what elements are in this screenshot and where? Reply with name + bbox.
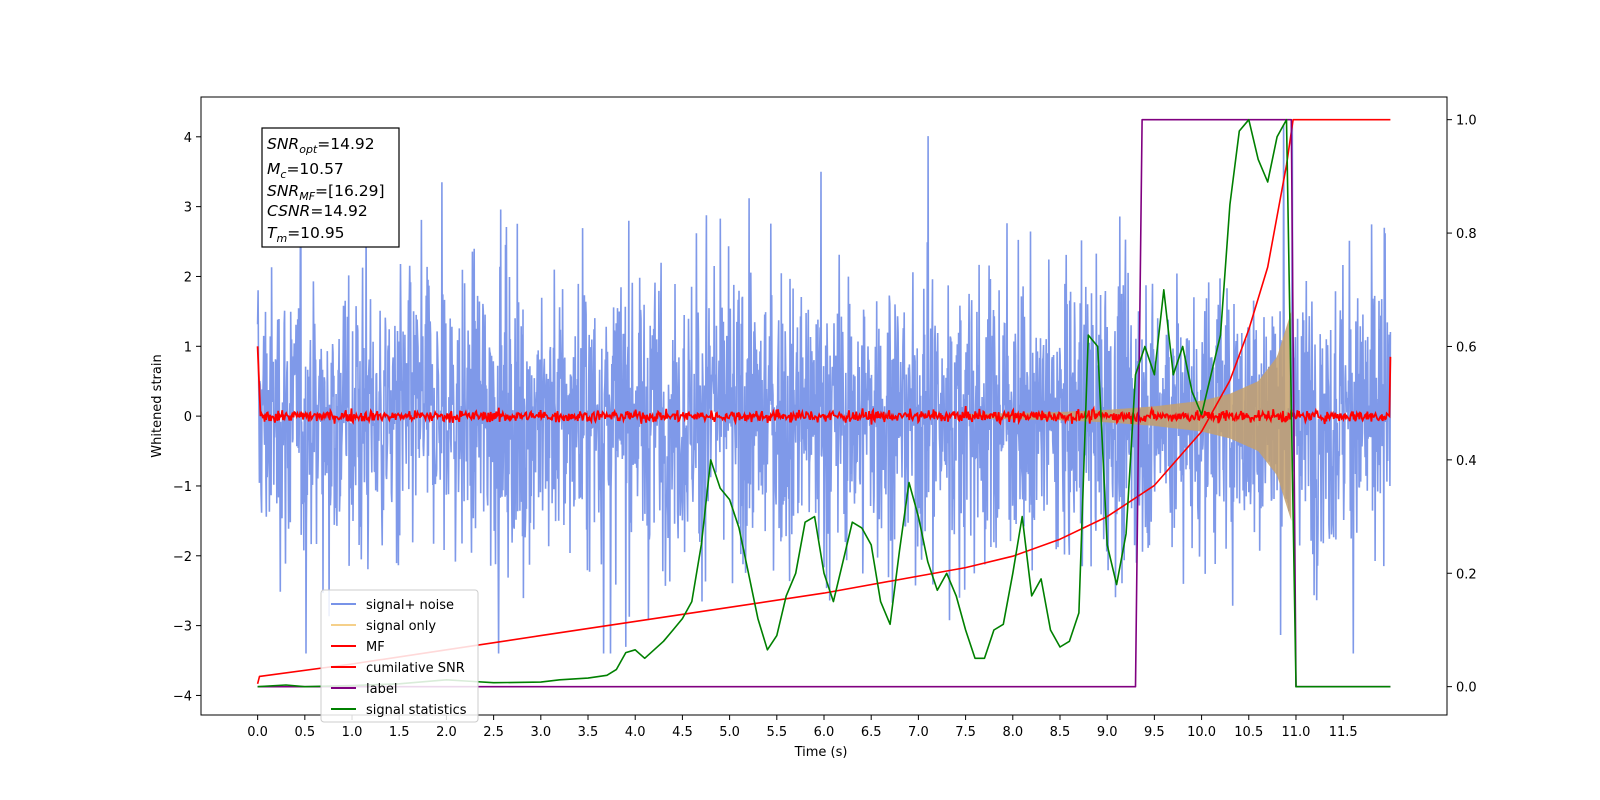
- x-tick-label: 4.5: [672, 725, 693, 740]
- mc-annotation: Mc=10.57: [267, 160, 344, 181]
- legend-label: signal only: [366, 619, 436, 634]
- x-tick-label: 9.5: [1144, 725, 1165, 740]
- x-tick-label: 10.5: [1234, 725, 1263, 740]
- left-y-tick-label: 1: [184, 340, 192, 355]
- legend-frame: [320, 589, 479, 723]
- csnr-annotation: CSNR=14.92: [267, 202, 368, 220]
- x-tick-label: 5.5: [766, 725, 787, 740]
- x-tick-label: 7.5: [955, 725, 976, 740]
- stats-annotation-box: SNRopt=14.92 Mc=10.57 SNRMF=[16.29] CSNR…: [261, 127, 400, 248]
- left-y-tick-label: −1: [173, 480, 192, 495]
- left-y-tick-label: 0: [184, 410, 192, 425]
- legend: signal+ noise signal only MF cumilative SNR…: [320, 589, 479, 723]
- x-tick-label: 0.5: [294, 725, 315, 740]
- left-y-tick-label: −2: [173, 550, 192, 565]
- x-tick-label: 8.0: [1002, 725, 1023, 740]
- x-axis-title: Time (s): [794, 745, 848, 760]
- x-tick-label: 2.5: [483, 725, 504, 740]
- x-tick-label: 9.0: [1097, 725, 1118, 740]
- right-y-tick-label: 0.0: [1456, 681, 1477, 696]
- x-tick-label: 2.0: [436, 725, 457, 740]
- stats-box-frame: [261, 127, 400, 248]
- x-tick-label: 1.0: [342, 725, 363, 740]
- x-tick-label: 7.0: [908, 725, 929, 740]
- left-y-tick-label: 4: [184, 131, 192, 146]
- right-y-tick-label: 0.4: [1456, 454, 1477, 469]
- snr-mf-annotation: SNRMF=[16.29]: [267, 182, 385, 203]
- cumulative-snr-series: [256, 118, 1391, 684]
- right-y-axis: 1.0 0.8 0.6 0.4 0.2 0.0: [1447, 114, 1477, 696]
- tm-annotation: Tm=10.95: [267, 224, 345, 245]
- x-tick-label: 1.5: [389, 725, 410, 740]
- legend-label: signal statistics: [366, 703, 467, 718]
- series-layer: [256, 118, 1392, 688]
- y-axis-title: Whitened strain: [150, 354, 165, 457]
- x-tick-label: 10.0: [1187, 725, 1216, 740]
- legend-label: MF: [366, 640, 385, 655]
- left-y-tick-label: −3: [173, 620, 192, 635]
- x-tick-label: 8.5: [1050, 725, 1071, 740]
- left-y-tick-label: −4: [173, 689, 192, 704]
- x-tick-label: 11.5: [1329, 725, 1358, 740]
- x-tick-label: 4.0: [625, 725, 646, 740]
- x-tick-label: 5.0: [719, 725, 740, 740]
- signal-noise-series: [256, 122, 1392, 654]
- snr-opt-annotation: SNRopt=14.92: [267, 135, 375, 156]
- right-y-tick-label: 1.0: [1456, 114, 1477, 129]
- mf-series: [256, 346, 1392, 426]
- left-y-tick-label: 3: [184, 201, 192, 216]
- x-tick-label: 0.0: [247, 725, 268, 740]
- x-tick-label: 3.5: [578, 725, 599, 740]
- right-y-tick-label: 0.6: [1456, 340, 1477, 355]
- x-axis: 0.0 0.5 1.0 1.5 2.0 2.5 3.0 3.5 4.0 4.5 5.0 5.5 6.0 6…: [247, 715, 1358, 740]
- legend-label: cumilative SNR: [366, 661, 465, 676]
- signal-statistics-series: [257, 118, 1391, 688]
- x-tick-label: 6.5: [861, 725, 882, 740]
- legend-label: label: [366, 682, 397, 697]
- right-y-tick-label: 0.2: [1456, 567, 1477, 582]
- right-y-tick-label: 0.8: [1456, 227, 1477, 242]
- left-y-tick-label: 2: [184, 270, 192, 285]
- left-y-axis: 4 3 2 1 0 −1 −2 −3 −4: [173, 131, 201, 704]
- x-tick-label: 6.0: [814, 725, 835, 740]
- x-tick-label: 11.0: [1281, 725, 1310, 740]
- x-tick-label: 3.0: [530, 725, 551, 740]
- legend-label: signal+ noise: [366, 598, 454, 613]
